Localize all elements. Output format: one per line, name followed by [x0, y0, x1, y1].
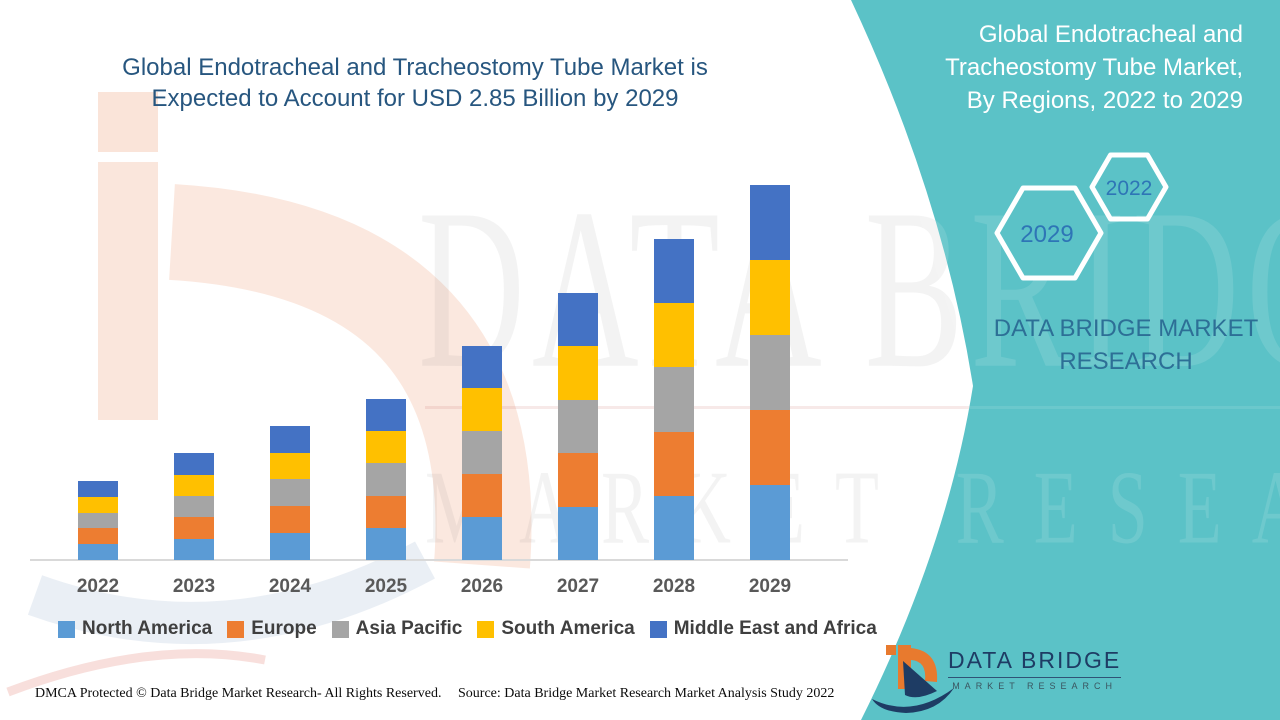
- watermark-text: DATA BRIDGE: [418, 162, 1280, 417]
- bar-segment-asia-pacific: [750, 335, 790, 410]
- bar-segment-asia-pacific: [462, 431, 502, 475]
- sidebar-heading-line1: Global Endotracheal and: [978, 21, 1243, 48]
- page-title-line2: Expected to Account for USD 2.85 Billion…: [151, 85, 679, 112]
- bar-segment-middle-east-and-africa: [78, 481, 118, 497]
- legend-item-europe: Europe: [227, 618, 317, 640]
- bar-segment-europe: [558, 453, 598, 507]
- watermark-arc: [168, 184, 532, 569]
- page-title-line1: Global Endotracheal and Tracheostomy Tub…: [122, 54, 708, 81]
- legend-label: Middle East and Africa: [673, 618, 877, 639]
- databridge-logo-icon: [872, 645, 954, 713]
- bar-segment-south-america: [558, 346, 598, 400]
- bar-segment-south-america: [270, 452, 310, 480]
- x-axis-label: 2024: [268, 576, 312, 597]
- x-axis-label: 2022: [76, 576, 120, 597]
- bar-segment-europe: [654, 431, 694, 496]
- page-title: Global Endotracheal and Tracheostomy Tub…: [95, 52, 735, 114]
- x-axis-label: 2029: [748, 576, 792, 597]
- bar-segment-middle-east-and-africa: [462, 345, 502, 389]
- legend-label: South America: [501, 618, 635, 639]
- bar-segment-south-america: [750, 260, 790, 335]
- bar-segment-north-america: [270, 533, 310, 560]
- hexagon-2022: [1089, 152, 1169, 222]
- watermark-text: MARKET RESEARCH: [425, 449, 1280, 566]
- databridge-logo-wordmark: DATA BRIDGE MARKET RESEARCH: [948, 647, 1122, 691]
- footer-source-text: Source: Data Bridge Market Research Mark…: [458, 686, 835, 701]
- legend-item-asia-pacific: Asia Pacific: [331, 618, 463, 640]
- logo-icon-stem: [898, 645, 911, 689]
- legend-swatch: [331, 620, 349, 638]
- hexagon-2022-outline: [1089, 152, 1169, 222]
- sidebar-brand-text: DATA BRIDGE MARKET RESEARCH: [993, 315, 1259, 375]
- x-axis-label: 2028: [652, 576, 696, 597]
- legend-label: North America: [82, 618, 213, 639]
- bar-segment-europe: [174, 517, 214, 539]
- bar-segment-middle-east-and-africa: [270, 425, 310, 453]
- logo-icon-bowl: [911, 648, 938, 682]
- logo-icon-swoosh: [872, 688, 954, 713]
- bar-segment-europe: [270, 506, 310, 534]
- legend-item-middle-east-and-africa: Middle East and Africa: [649, 618, 877, 640]
- hexagon-2029-label: 2029: [1020, 221, 1073, 248]
- bar-segment-asia-pacific: [174, 496, 214, 518]
- footer-dmca-text: DMCA Protected © Data Bridge Market Rese…: [35, 686, 442, 701]
- watermark-rule: [851, 406, 1280, 409]
- bar-segment-north-america: [654, 495, 694, 560]
- bar-segment-south-america: [462, 388, 502, 432]
- legend-swatch: [58, 620, 75, 638]
- legend-item-south-america: South America: [477, 618, 635, 640]
- watermark-rule: [425, 406, 1280, 409]
- logo-icon-sail: [903, 661, 937, 698]
- bar-segment-middle-east-and-africa: [558, 292, 598, 347]
- bar-segment-middle-east-and-africa: [750, 185, 790, 260]
- bar-segment-asia-pacific: [366, 463, 406, 496]
- legend-label: Europe: [251, 618, 317, 639]
- bar-segment-south-america: [174, 474, 214, 497]
- hexagon-2029-outline: [994, 185, 1104, 281]
- sidebar-heading-line2: Tracheostomy Tube Market,: [945, 54, 1243, 81]
- sidebar-heading: Global Endotracheal and Tracheostomy Tub…: [903, 18, 1243, 117]
- bar-segment-south-america: [654, 303, 694, 368]
- bar-segment-asia-pacific: [270, 479, 310, 507]
- bar-segment-europe: [366, 495, 406, 528]
- hexagon-2022-label: 2022: [1106, 177, 1153, 200]
- bar-segment-north-america: [78, 544, 118, 560]
- bar-segment-europe: [750, 410, 790, 485]
- bar-segment-south-america: [78, 496, 118, 513]
- bar-segment-asia-pacific: [654, 367, 694, 432]
- hexagon-2029: [994, 185, 1104, 281]
- bar-segment-north-america: [750, 485, 790, 560]
- bar-segment-europe: [78, 528, 118, 545]
- logo-subtitle-text: MARKET RESEARCH: [952, 681, 1118, 691]
- legend-label: Asia Pacific: [355, 618, 463, 639]
- bar-segment-south-america: [366, 431, 406, 464]
- bar-segment-asia-pacific: [78, 512, 118, 529]
- x-axis-label: 2027: [556, 576, 600, 597]
- bar-segment-north-america: [174, 538, 214, 560]
- watermark-text: MARKET RESEARCH: [851, 449, 1280, 566]
- x-axis-label: 2026: [460, 576, 504, 597]
- bar-segment-north-america: [366, 527, 406, 560]
- watermark-stem: [98, 162, 158, 420]
- bar-segment-middle-east-and-africa: [654, 238, 694, 304]
- legend-swatch: [649, 620, 667, 638]
- bar-segment-north-america: [462, 517, 502, 560]
- chart-legend: North America Europe Asia Pacific South Ame…: [58, 618, 877, 640]
- bar-segment-middle-east-and-africa: [174, 453, 214, 475]
- legend-swatch: [227, 620, 245, 638]
- bar-segment-europe: [462, 474, 502, 518]
- x-axis-label: 2025: [364, 576, 408, 597]
- legend-swatch: [477, 620, 495, 638]
- x-axis-line: [30, 559, 848, 561]
- bar-segment-middle-east-and-africa: [366, 398, 406, 432]
- x-axis-label: 2023: [172, 576, 216, 597]
- logo-brand-text: DATA BRIDGE: [948, 647, 1122, 678]
- watermark-text: DATA BRIDGE: [418, 162, 1280, 417]
- logo-icon-square: [886, 645, 896, 655]
- legend-item-north-america: North America: [58, 618, 212, 640]
- bar-segment-asia-pacific: [558, 399, 598, 454]
- sidebar-heading-line3: By Regions, 2022 to 2029: [966, 87, 1243, 114]
- bar-segment-north-america: [558, 506, 598, 560]
